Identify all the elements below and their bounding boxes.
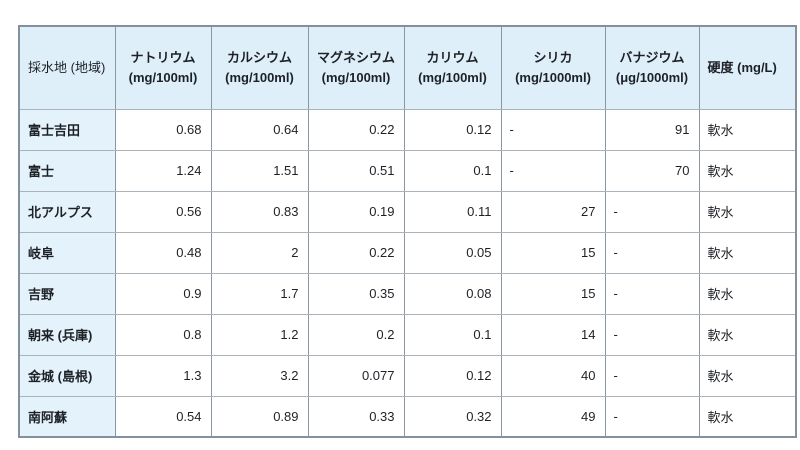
cell-region: 富士: [18, 149, 116, 192]
cell-hardness: 軟水: [698, 108, 797, 151]
column-header-potassium: カリウム (mg/100ml): [403, 25, 502, 110]
cell-potassium: 0.12: [403, 108, 502, 151]
cell-region: 吉野: [18, 272, 116, 315]
header-row: 採水地 (地域) ナトリウム (mg/100ml) カルシウム (mg/100m…: [18, 25, 797, 110]
cell-magnesium: 0.22: [307, 231, 405, 274]
cell-sodium: 0.54: [114, 395, 212, 438]
cell-calcium: 0.83: [210, 190, 309, 233]
cell-vanadium: -: [604, 313, 700, 356]
cell-sodium: 1.3: [114, 354, 212, 397]
cell-potassium: 0.08: [403, 272, 502, 315]
column-header-magnesium: マグネシウム (mg/100ml): [307, 25, 405, 110]
cell-magnesium: 0.077: [307, 354, 405, 397]
cell-hardness: 軟水: [698, 272, 797, 315]
cell-silica: 27: [500, 190, 606, 233]
table-row: 岐阜 0.48 2 0.22 0.05 15 - 軟水: [18, 231, 797, 274]
cell-vanadium: -: [604, 231, 700, 274]
cell-potassium: 0.1: [403, 149, 502, 192]
column-header-sodium: ナトリウム (mg/100ml): [114, 25, 212, 110]
column-header-unit: (mg/100ml): [418, 69, 487, 85]
cell-sodium: 1.24: [114, 149, 212, 192]
column-header-vanadium: バナジウム (μg/1000ml): [604, 25, 700, 110]
column-header-unit: (mg/100ml): [128, 69, 198, 85]
cell-potassium: 0.11: [403, 190, 502, 233]
table-row: 富士吉田 0.68 0.64 0.22 0.12 - 91 軟水: [18, 108, 797, 151]
column-header-region: 採水地 (地域): [18, 25, 116, 110]
cell-potassium: 0.1: [403, 313, 502, 356]
cell-calcium: 1.51: [210, 149, 309, 192]
column-header-label: バナジウム: [619, 50, 685, 66]
cell-silica: 15: [500, 231, 606, 274]
cell-region: 朝来 (兵庫): [18, 313, 116, 356]
cell-vanadium: -: [604, 395, 700, 438]
cell-magnesium: 0.35: [307, 272, 405, 315]
cell-silica: 14: [500, 313, 606, 356]
cell-vanadium: -: [604, 190, 700, 233]
cell-potassium: 0.12: [403, 354, 502, 397]
column-header-calcium: カルシウム (mg/100ml): [210, 25, 309, 110]
cell-silica: -: [500, 108, 606, 151]
cell-region: 金城 (島根): [18, 354, 116, 397]
cell-calcium: 3.2: [210, 354, 309, 397]
table-row: 朝来 (兵庫) 0.8 1.2 0.2 0.1 14 - 軟水: [18, 313, 797, 356]
cell-sodium: 0.56: [114, 190, 212, 233]
cell-region: 富士吉田: [18, 108, 116, 151]
column-header-hardness: 硬度 (mg/L): [698, 25, 797, 110]
cell-hardness: 軟水: [698, 231, 797, 274]
cell-silica: -: [500, 149, 606, 192]
cell-calcium: 2: [210, 231, 309, 274]
cell-magnesium: 0.2: [307, 313, 405, 356]
column-header-unit: (μg/1000ml): [615, 69, 689, 85]
cell-region: 北アルプス: [18, 190, 116, 233]
table-row: 金城 (島根) 1.3 3.2 0.077 0.12 40 - 軟水: [18, 354, 797, 397]
column-header-silica: シリカ (mg/1000ml): [500, 25, 606, 110]
cell-hardness: 軟水: [698, 313, 797, 356]
table-row: 吉野 0.9 1.7 0.35 0.08 15 - 軟水: [18, 272, 797, 315]
column-header-label: 採水地 (地域): [28, 60, 106, 75]
column-header-unit: (mg/1000ml): [515, 69, 591, 85]
cell-hardness: 軟水: [698, 190, 797, 233]
cell-silica: 49: [500, 395, 606, 438]
column-header-label: シリカ: [533, 50, 573, 66]
cell-magnesium: 0.19: [307, 190, 405, 233]
cell-potassium: 0.32: [403, 395, 502, 438]
cell-hardness: 軟水: [698, 149, 797, 192]
cell-vanadium: 70: [604, 149, 700, 192]
water-composition-table: 採水地 (地域) ナトリウム (mg/100ml) カルシウム (mg/100m…: [18, 25, 797, 438]
cell-magnesium: 0.51: [307, 149, 405, 192]
column-header-label: カリウム: [426, 50, 479, 66]
cell-sodium: 0.68: [114, 108, 212, 151]
cell-silica: 40: [500, 354, 606, 397]
cell-hardness: 軟水: [698, 354, 797, 397]
cell-magnesium: 0.33: [307, 395, 405, 438]
table-row: 南阿蘇 0.54 0.89 0.33 0.32 49 - 軟水: [18, 395, 797, 438]
cell-region: 南阿蘇: [18, 395, 116, 438]
cell-vanadium: -: [604, 354, 700, 397]
column-header-label: ナトリウム: [130, 50, 196, 66]
cell-vanadium: 91: [604, 108, 700, 151]
column-header-label: カルシウム: [226, 50, 292, 66]
cell-silica: 15: [500, 272, 606, 315]
cell-calcium: 0.89: [210, 395, 309, 438]
cell-calcium: 1.7: [210, 272, 309, 315]
column-header-unit: (mg/100ml): [321, 69, 391, 85]
mineral-water-table: 採水地 (地域) ナトリウム (mg/100ml) カルシウム (mg/100m…: [18, 25, 797, 438]
cell-vanadium: -: [604, 272, 700, 315]
column-header-unit: (mg/100ml): [225, 69, 294, 85]
column-header-label: 硬度 (mg/L): [707, 60, 777, 75]
cell-potassium: 0.05: [403, 231, 502, 274]
cell-sodium: 0.8: [114, 313, 212, 356]
cell-calcium: 0.64: [210, 108, 309, 151]
cell-region: 岐阜: [18, 231, 116, 274]
table-row: 北アルプス 0.56 0.83 0.19 0.11 27 - 軟水: [18, 190, 797, 233]
table-row: 富士 1.24 1.51 0.51 0.1 - 70 軟水: [18, 149, 797, 192]
cell-sodium: 0.48: [114, 231, 212, 274]
column-header-label: マグネシウム: [316, 50, 395, 66]
cell-hardness: 軟水: [698, 395, 797, 438]
cell-magnesium: 0.22: [307, 108, 405, 151]
cell-calcium: 1.2: [210, 313, 309, 356]
cell-sodium: 0.9: [114, 272, 212, 315]
